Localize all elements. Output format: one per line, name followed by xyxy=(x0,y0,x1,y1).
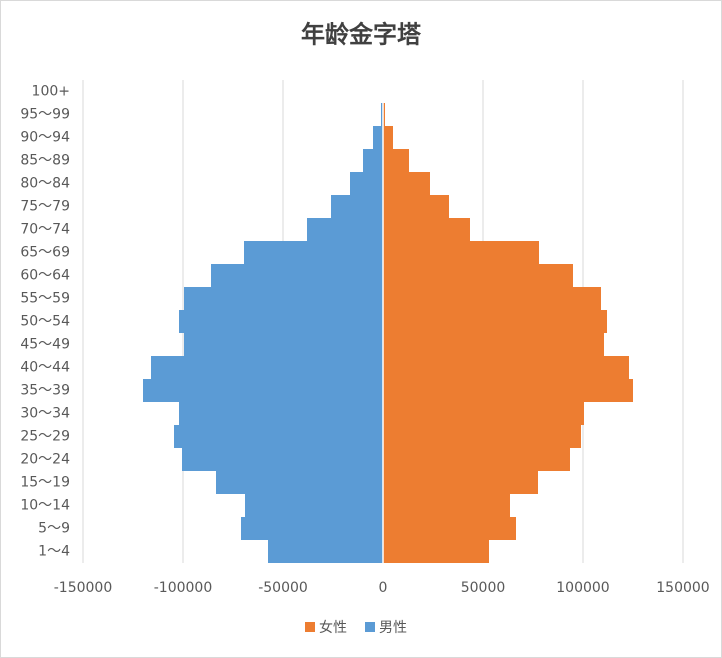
y-tick-label: 15～19 xyxy=(20,475,70,491)
bar xyxy=(383,241,539,264)
bar xyxy=(179,310,383,333)
bar xyxy=(383,517,516,540)
bar xyxy=(383,402,584,425)
y-tick-label: 55～59 xyxy=(20,291,70,307)
bar xyxy=(383,356,629,379)
bar xyxy=(179,402,383,425)
bar xyxy=(184,333,383,356)
bar xyxy=(245,494,383,517)
y-tick-label: 40～44 xyxy=(20,360,70,376)
bar xyxy=(363,149,383,172)
bar xyxy=(331,195,383,218)
legend-swatch xyxy=(365,622,375,632)
bar xyxy=(383,195,449,218)
bar xyxy=(241,517,383,540)
bar xyxy=(211,264,383,287)
y-tick-label: 20～24 xyxy=(20,452,70,468)
y-tick-label: 30～34 xyxy=(20,406,70,422)
x-tick-label: -50000 xyxy=(258,580,308,596)
bar xyxy=(383,149,409,172)
bar xyxy=(383,103,385,126)
y-tick-label: 45～49 xyxy=(20,337,70,353)
bar xyxy=(383,126,393,149)
bar xyxy=(383,471,538,494)
bar xyxy=(383,172,430,195)
y-tick-label: 80～84 xyxy=(20,176,70,192)
legend-label: 男性 xyxy=(379,620,407,636)
y-tick-label: 65～69 xyxy=(20,245,70,261)
x-tick-label: -150000 xyxy=(54,580,113,596)
bar xyxy=(383,448,570,471)
x-tick-label: 150000 xyxy=(656,580,709,596)
bar xyxy=(383,287,601,310)
bar xyxy=(383,218,470,241)
bar xyxy=(383,425,581,448)
bar xyxy=(307,218,383,241)
bar xyxy=(174,425,383,448)
bar xyxy=(216,471,383,494)
bar xyxy=(350,172,383,195)
bar xyxy=(151,356,383,379)
y-tick-label: 10～14 xyxy=(20,498,70,514)
chart-title: 年龄金字塔 xyxy=(301,20,422,49)
y-tick-label: 70～74 xyxy=(20,222,70,238)
x-tick-label: 50000 xyxy=(461,580,506,596)
bar xyxy=(182,448,383,471)
bar xyxy=(381,103,383,126)
y-tick-label: 1～4 xyxy=(38,544,70,560)
bar xyxy=(383,310,607,333)
bar xyxy=(268,540,383,563)
y-tick-label: 90～94 xyxy=(20,130,70,146)
y-tick-label: 35～39 xyxy=(20,383,70,399)
x-tick-label: 0 xyxy=(379,580,388,596)
y-tick-label: 95～99 xyxy=(20,107,70,123)
x-tick-label: -100000 xyxy=(154,580,213,596)
bar xyxy=(383,264,573,287)
y-tick-label: 5～9 xyxy=(38,521,70,537)
y-tick-label: 60～64 xyxy=(20,268,70,284)
bar xyxy=(383,494,510,517)
y-tick-label: 75～79 xyxy=(20,199,70,215)
bar xyxy=(383,540,489,563)
y-tick-label: 85～89 xyxy=(20,153,70,169)
legend-swatch xyxy=(305,622,315,632)
y-tick-label: 100+ xyxy=(32,84,70,100)
bar xyxy=(244,241,383,264)
bar xyxy=(373,126,383,149)
x-tick-label: 100000 xyxy=(556,580,609,596)
bar xyxy=(383,379,633,402)
y-tick-label: 25～29 xyxy=(20,429,70,445)
bar xyxy=(383,333,604,356)
bar xyxy=(143,379,383,402)
y-tick-label: 50～54 xyxy=(20,314,70,330)
bar xyxy=(184,287,383,310)
legend-label: 女性 xyxy=(319,619,347,636)
